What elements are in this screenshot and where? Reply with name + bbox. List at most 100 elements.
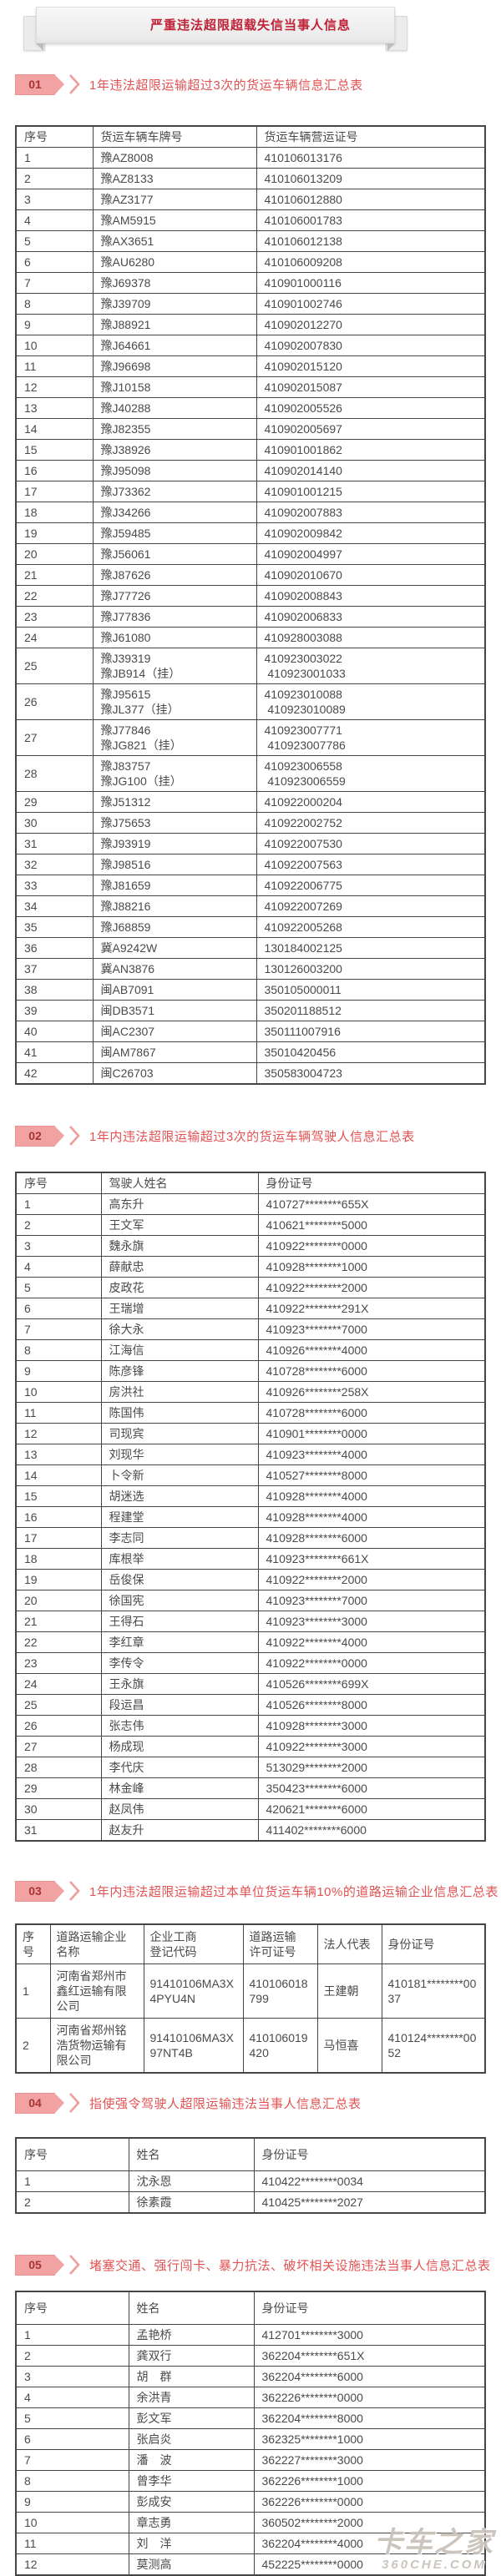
table-row: 27 杨成现 410922********3000: [15, 1736, 486, 1757]
chevron-right-icon: [69, 2255, 80, 2275]
table-cell: 41: [15, 1041, 94, 1063]
table-row: 2 河南省郑州铭浩货物运输有限公司 91410106MA3X97NT4B 410106…: [15, 2018, 486, 2074]
table-cell: 豫J81659: [92, 875, 257, 896]
table-row: 19 豫J59485 410902009842: [15, 522, 486, 544]
section-number-badge: 03: [15, 1880, 64, 1902]
table-cell: 22: [15, 585, 94, 607]
table-row: 12 司现宾 410901********0000: [15, 1423, 486, 1444]
table-cell: 362204********6000: [253, 2366, 486, 2387]
table-cell: 豫J96698: [92, 355, 257, 377]
table-cell: 豫J39319 豫JB914（挂）: [92, 648, 257, 684]
table-cell: 1: [15, 147, 94, 169]
table-cell: 23: [15, 606, 94, 628]
table-cell: 410922********0000: [257, 1235, 486, 1257]
table-cell: 豫J69378: [92, 272, 257, 294]
table-row: 17 李志同 410928********6000: [15, 1527, 486, 1549]
table-cell: 林金峰: [100, 1777, 259, 1799]
table-cell: 410728********6000: [257, 1402, 486, 1424]
table-cell: 410106013176: [256, 147, 486, 169]
table-row: 11 陈国伟 410728********6000: [15, 1402, 486, 1424]
table-cell: 孟艳桥: [128, 2324, 255, 2346]
table-cell: 11: [15, 1402, 102, 1424]
table-row: 1 河南省郑州市鑫红运输有限公司 91410106MA3X4PYU4N 4101060…: [15, 1964, 486, 2019]
table-cell: 豫AU6280: [92, 251, 257, 273]
chevron-right-icon: [69, 1126, 80, 1146]
table-cell: 410922********4000: [257, 1631, 486, 1653]
table-row: 6 豫AU6280 410106009208: [15, 251, 486, 273]
table-cell: 冀AN3876: [92, 958, 257, 980]
table-cell: 410928003088: [256, 627, 486, 648]
table-cell: 豫J75653: [92, 812, 257, 834]
section-header: 04 指使强令驾驶人超限运输违法当事人信息汇总表: [15, 2092, 501, 2114]
table-cell: 豫J95098: [92, 460, 257, 481]
table-row: 1 高东升 410727********655X: [15, 1193, 486, 1215]
table-cell: 潘 波: [128, 2449, 255, 2471]
table-cell: 410922********291X: [257, 1298, 486, 1319]
table-row: 10 房洪社 410926********258X: [15, 1381, 486, 1403]
table-cell: 34: [15, 895, 94, 917]
table-cell: 豫J77726: [92, 585, 257, 607]
table-row: 33 豫J81659 410922006775: [15, 875, 486, 896]
table-cell: 5: [15, 1277, 102, 1298]
table-cell: 17: [15, 481, 94, 502]
table-cell: 410902007830: [256, 335, 486, 356]
table-cell: 薛献忠: [100, 1256, 259, 1278]
section-header: 01 1年违法超限运输超过3次的货运车辆信息汇总表: [15, 73, 501, 95]
table-row: 34 豫J88216 410922007269: [15, 895, 486, 917]
table-row: 31 赵友升 411402********6000: [15, 1819, 486, 1842]
table-cell: 30: [15, 812, 94, 834]
table-cell: 河南省郑州铭浩货物运输有限公司: [49, 2018, 144, 2074]
table-row: 8 曾李华 362226********1000: [15, 2470, 486, 2492]
column-header: 身份证号: [381, 1923, 486, 1964]
table-cell: 6: [15, 1298, 102, 1319]
table-cell: 4: [15, 209, 94, 231]
table-row: 22 李红章 410922********4000: [15, 1631, 486, 1653]
table-cell: 410901002746: [256, 293, 486, 315]
table-cell: 李传令: [100, 1652, 259, 1674]
table-cell: 23: [15, 1652, 102, 1674]
table-cell: 彭文军: [128, 2407, 255, 2429]
table-cell: 410928********3000: [257, 1715, 486, 1737]
column-header: 姓名: [128, 2137, 255, 2171]
table-cell: 沈永恩: [128, 2170, 255, 2192]
table-cell: 27: [15, 1736, 102, 1757]
table-row: 8 豫J39709 410901002746: [15, 293, 486, 315]
table-cell: 9: [15, 2491, 129, 2513]
table-cell: 豫J68859: [92, 916, 257, 938]
table-cell: 29: [15, 1777, 102, 1799]
table-cell: 河南省郑州市鑫红运输有限公司: [49, 1964, 144, 2019]
table-cell: 1: [15, 1193, 102, 1215]
table-cell: 刘 洋: [128, 2533, 255, 2554]
table-row: 15 胡迷选 410928********4000: [15, 1485, 486, 1507]
table-cell: 39: [15, 1000, 94, 1021]
table-cell: 余洪青: [128, 2387, 255, 2408]
table-row: 28 豫J83757 豫JG100（挂） 410923006558 41092300…: [15, 755, 486, 792]
table-cell: 19: [15, 1569, 102, 1590]
column-header: 法人代表: [316, 1923, 382, 1964]
column-header: 序号: [15, 125, 94, 148]
table-cell: 王瑞增: [100, 1298, 259, 1319]
table-cell: 1: [15, 2170, 129, 2192]
table-cell: 362227********3000: [253, 2449, 486, 2471]
table-cell: 13: [15, 397, 94, 419]
table-cell: 10: [15, 335, 94, 356]
table-cell: 李志同: [100, 1527, 259, 1549]
table-cell: 33: [15, 875, 94, 896]
table-cell: 29: [15, 791, 94, 813]
table-cell: 2: [15, 2018, 51, 2074]
table-cell: 11: [15, 355, 94, 377]
table-row: 7 豫J69378 410901000116: [15, 272, 486, 294]
table-cell: 徐大永: [100, 1318, 259, 1340]
table-cell: 410923007771 410923007786: [256, 719, 486, 756]
title-ribbon: 严重违法超限超载失信当事人信息: [23, 5, 407, 53]
table-row: 28 李代庆 513029********2000: [15, 1757, 486, 1778]
table-cell: 21: [15, 1611, 102, 1632]
table-cell: 410902006833: [256, 606, 486, 628]
table-row: 24 王永旗 410526********699X: [15, 1673, 486, 1695]
table-row: 22 豫J77726 410902008843: [15, 585, 486, 607]
table-cell: 7: [15, 272, 94, 294]
table-cell: 7: [15, 1318, 102, 1340]
table-row: 2 豫AZ8133 410106013209: [15, 168, 486, 189]
